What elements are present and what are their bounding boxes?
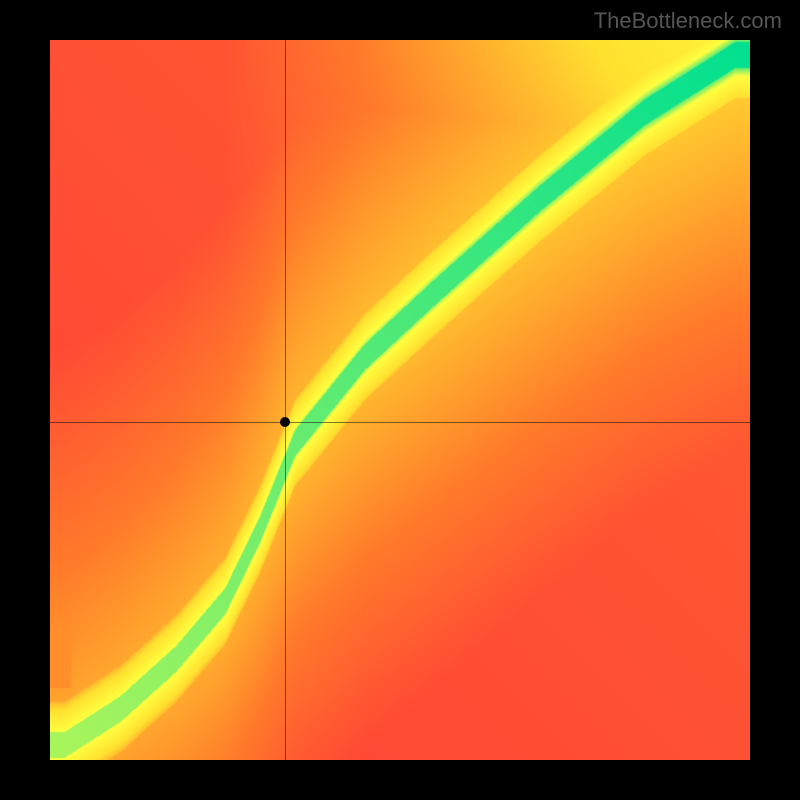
marker-dot <box>280 417 290 427</box>
crosshair-vertical <box>285 40 286 760</box>
heatmap-plot <box>50 40 750 760</box>
watermark-text: TheBottleneck.com <box>594 8 782 34</box>
crosshair-horizontal <box>50 422 750 423</box>
heatmap-canvas <box>50 40 750 760</box>
